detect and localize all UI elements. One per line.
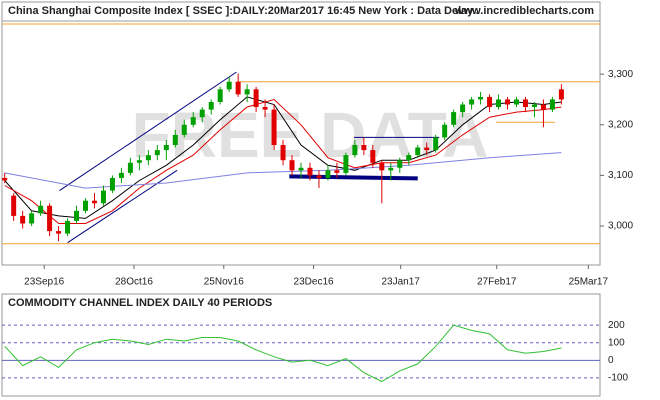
moving-average: [4, 98, 562, 224]
cci-panel: [1, 293, 601, 397]
chart-title: China Shanghai Composite Index [ SSEC ]:…: [8, 5, 479, 17]
candle-body: [478, 96, 484, 100]
y-tick-label: 3,300: [608, 69, 633, 80]
candle-body: [496, 99, 502, 108]
level-line: [59, 71, 237, 191]
x-tick-label: 23Sep16: [24, 277, 64, 288]
candle-body: [145, 155, 151, 161]
candle-body: [505, 99, 511, 105]
candle-body: [415, 147, 421, 156]
watermark: FREE DATA: [132, 99, 489, 171]
x-tick-label: 25Mar17: [569, 277, 609, 288]
candle-body: [181, 124, 187, 135]
candle-body: [513, 99, 519, 105]
candle-body: [334, 170, 340, 173]
y-tick-label: -100: [608, 373, 628, 384]
candle-body: [424, 147, 430, 151]
candle-body: [397, 160, 403, 168]
moving-average: [4, 152, 562, 189]
source: www.incrediblecharts.com: [454, 5, 594, 17]
y-tick-label: 100: [608, 337, 625, 348]
level-line: [289, 174, 418, 181]
candle-body: [271, 109, 277, 146]
candle-body: [29, 213, 35, 224]
candle-body: [451, 112, 457, 125]
price-panel: [1, 1, 601, 266]
candle-body: [379, 162, 385, 171]
candle-body: [540, 104, 546, 110]
candle-body: [522, 99, 528, 108]
x-tick-label: 25Nov16: [204, 277, 244, 288]
candle-body: [47, 205, 53, 232]
candle-body: [531, 104, 537, 108]
candle-body: [109, 177, 115, 191]
candle-body: [190, 117, 196, 125]
candle-body: [253, 89, 259, 108]
candle-body: [154, 150, 160, 156]
candle-body: [163, 145, 169, 151]
candle-body: [487, 96, 493, 108]
candle-body: [388, 167, 394, 171]
candle-body: [172, 134, 178, 146]
x-tick-label: 27Feb17: [477, 277, 517, 288]
level-line: [67, 169, 178, 244]
candle-body: [100, 190, 106, 204]
candle-body: [325, 170, 331, 178]
candle-body: [11, 195, 17, 216]
candle-body: [460, 104, 466, 113]
candle-body: [226, 81, 232, 90]
candle-body: [280, 145, 286, 161]
candle-body: [118, 172, 124, 178]
cci-line: [4, 324, 562, 383]
candle-body: [20, 215, 26, 224]
candle-body: [136, 160, 142, 163]
candle-body: [199, 109, 205, 118]
x-tick-label: 28Oct16: [115, 277, 153, 288]
candle-body: [208, 101, 214, 110]
candle-body: [361, 145, 367, 151]
moving-average: [4, 96, 562, 219]
cci-title: COMMODITY CHANNEL INDEX DAILY 40 PERIODS: [8, 297, 272, 309]
candle-body: [298, 167, 304, 171]
y-tick-label: 3,100: [608, 170, 633, 181]
candle-body: [352, 145, 358, 156]
candle-body: [406, 155, 412, 161]
candle-body: [65, 220, 71, 234]
candle-body: [262, 107, 268, 110]
candle-body: [469, 99, 475, 105]
candle-body: [558, 89, 564, 100]
x-tick-label: 23Dec16: [294, 277, 334, 288]
candle-body: [217, 89, 223, 102]
candle-body: [370, 150, 376, 163]
candle-body: [91, 200, 97, 204]
candle-body: [38, 205, 44, 214]
y-tick-label: 0: [608, 355, 614, 366]
candle-body: [244, 89, 250, 95]
candle-body: [83, 200, 89, 211]
candle-body: [442, 124, 448, 138]
y-tick-label: 200: [608, 320, 625, 331]
candle-body: [307, 167, 313, 176]
y-tick-label: 3,000: [608, 221, 633, 232]
candle-body: [56, 231, 62, 234]
candle-body: [289, 160, 295, 171]
y-tick-label: 3,200: [608, 119, 633, 130]
candle-body: [433, 137, 439, 151]
candle-body: [235, 81, 241, 95]
candle-body: [127, 162, 133, 173]
x-tick-label: 23Jan17: [381, 277, 420, 288]
candle-body: [316, 175, 322, 178]
candle-body: [2, 177, 8, 181]
candle-body: [549, 99, 555, 110]
candle-body: [74, 210, 80, 221]
candle-body: [343, 155, 349, 173]
